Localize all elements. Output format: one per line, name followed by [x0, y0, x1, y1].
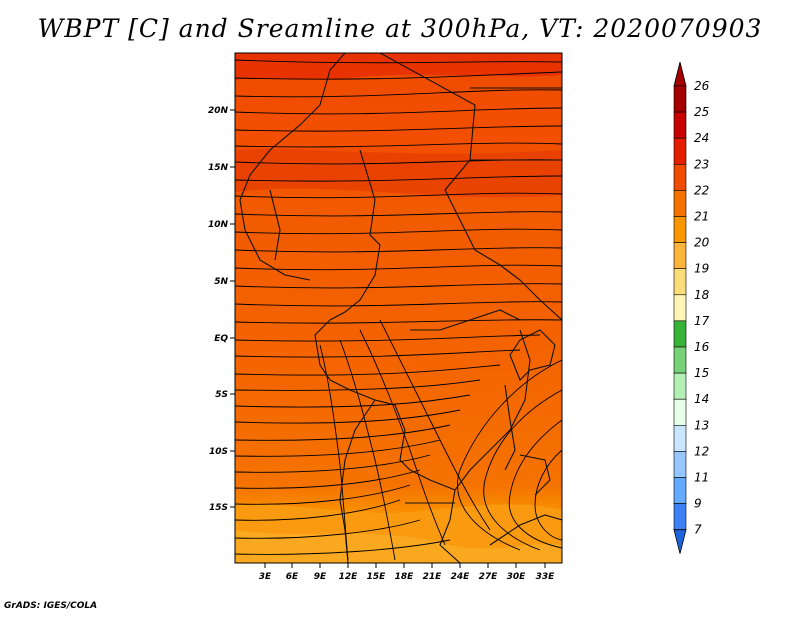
- country-borders: [239, 53, 562, 563]
- colorbar-segment: [673, 111, 687, 139]
- lat-label: EQ: [214, 334, 228, 344]
- lat-label: 10S: [209, 447, 228, 457]
- lat-label: 5S: [215, 390, 228, 400]
- colorbar-segment: [673, 346, 687, 374]
- lon-label: 21E: [423, 572, 443, 582]
- lon-label: 30E: [507, 572, 527, 582]
- colorbar-bottom-arrow: [673, 529, 687, 554]
- colorbar-label: 24: [694, 131, 709, 145]
- lon-label: 15E: [367, 572, 387, 582]
- lon-label: 12E: [339, 572, 359, 582]
- latitude-labels: 20N 15N 10N 5N EQ 5S 10S 15S: [208, 106, 229, 513]
- colorbar-label: 15: [694, 366, 709, 380]
- lat-label: 5N: [214, 277, 228, 287]
- lon-label: 33E: [536, 572, 556, 582]
- colorbar-label: 16: [694, 340, 710, 354]
- lon-label: 18E: [395, 572, 415, 582]
- axis-ticks: [230, 109, 546, 568]
- lon-label: 3E: [259, 572, 272, 582]
- colorbar-segment: [673, 216, 687, 243]
- colorbar-top-arrow: [673, 61, 687, 87]
- colorbar-label: 18: [694, 288, 710, 302]
- colorbar-segment: [673, 137, 687, 165]
- colorbar-segment: [673, 320, 687, 348]
- colorbar-label: 26: [694, 79, 710, 93]
- lat-label: 15N: [208, 163, 229, 173]
- colorbar-segment: [673, 424, 687, 452]
- colorbar-label: 14: [694, 392, 709, 406]
- colorbar-label: 19: [694, 262, 709, 276]
- colorbar-segment: [673, 372, 687, 400]
- streamlines: [235, 59, 562, 561]
- colorbar-segment: [673, 503, 687, 531]
- colorbar-label: 13: [694, 418, 709, 432]
- colorbar-segment: [673, 242, 687, 270]
- colorbar-label: 12: [694, 444, 709, 458]
- colorbar-label: 9: [694, 497, 702, 511]
- map-title: WBPT [C] and Sreamline at 300hPa, VT: 20…: [37, 14, 763, 43]
- colorbar-segment: [673, 190, 687, 217]
- lon-label: 9E: [314, 572, 327, 582]
- lat-label: 15S: [209, 503, 228, 513]
- colorbar-label: 17: [694, 314, 710, 328]
- footer-credit: GrADS: IGES/COLA: [4, 601, 98, 611]
- colorbar-segment: [673, 164, 687, 191]
- map-frame: [234, 52, 563, 564]
- colorbar-label: 25: [694, 105, 709, 119]
- colorbar-segment: [673, 294, 687, 322]
- colorbar-segment: [673, 477, 687, 504]
- longitude-labels: 3E 6E 9E 12E 15E 18E 21E 24E 27E 30E 33E: [259, 572, 555, 582]
- colorbar-label: 22: [694, 183, 709, 197]
- colorbar-label: 23: [694, 157, 709, 171]
- lon-label: 27E: [479, 572, 499, 582]
- lat-label: 20N: [208, 106, 229, 116]
- colorbar-segment: [673, 85, 687, 113]
- colorbar-label: 20: [694, 236, 710, 250]
- colorbar-segment: [673, 268, 687, 296]
- colorbar-label: 7: [694, 523, 702, 537]
- colorbar-segment: [673, 398, 687, 426]
- colorbar-label: 11: [694, 471, 709, 485]
- lon-label: 24E: [451, 572, 471, 582]
- map-panel: [234, 52, 563, 564]
- colorbar-label: 21: [694, 210, 709, 224]
- lon-label: 6E: [286, 572, 299, 582]
- lat-label: 10N: [208, 220, 229, 230]
- colorbar: 26 25 24 23 22 21 20 19 18 17 16 15 14 13 12 11 9 7: [673, 61, 710, 554]
- colorbar-segment: [673, 451, 687, 478]
